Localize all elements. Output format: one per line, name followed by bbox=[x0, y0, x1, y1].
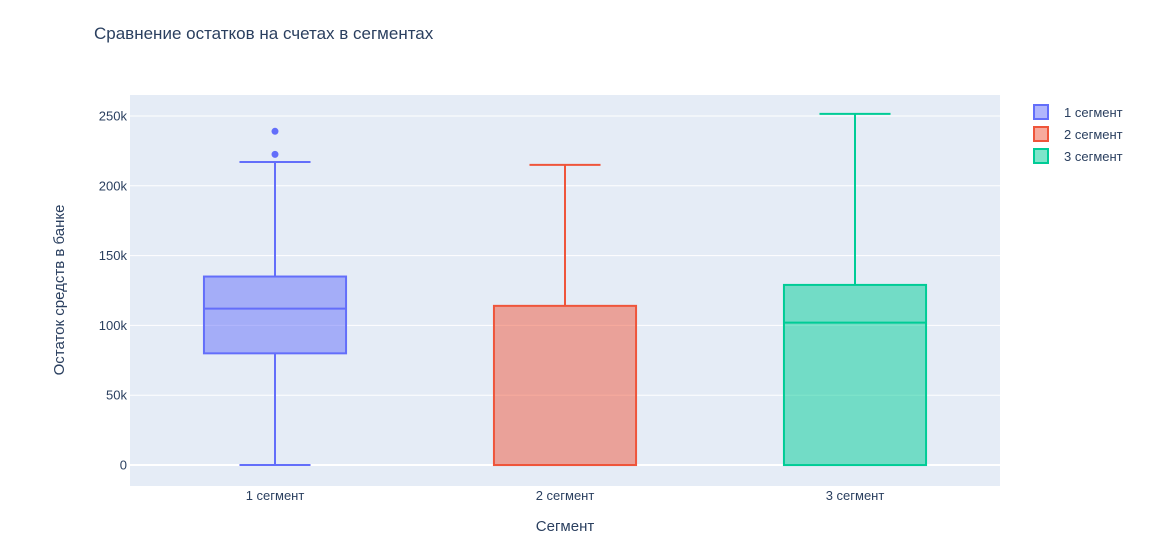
box-iqr bbox=[782, 283, 928, 467]
outlier-point bbox=[271, 150, 279, 158]
legend-swatch bbox=[1033, 104, 1049, 120]
legend-label: 3 сегмент bbox=[1064, 149, 1123, 164]
y-tick-label: 50k bbox=[106, 388, 127, 403]
legend-item-2[interactable]: 2 сегмент bbox=[1033, 126, 1123, 142]
box-iqr bbox=[202, 275, 348, 355]
y-axis-title: Остаток средств в банке bbox=[51, 205, 68, 376]
x-axis-title: Сегмент bbox=[536, 518, 595, 535]
y-tick-label: 200k bbox=[99, 178, 128, 193]
box-3 bbox=[782, 112, 928, 467]
legend-label: 2 сегмент bbox=[1064, 127, 1123, 142]
y-tick-label: 0 bbox=[120, 458, 127, 473]
outlier-point bbox=[271, 127, 279, 135]
y-tick-label: 150k bbox=[99, 248, 128, 263]
legend-label: 1 сегмент bbox=[1064, 105, 1123, 120]
legend[interactable]: 1 сегмент 2 сегмент 3 сегмент bbox=[1033, 104, 1123, 164]
legend-item-3[interactable]: 3 сегмент bbox=[1033, 148, 1123, 164]
box-2 bbox=[492, 163, 638, 467]
y-tick-labels: 0 50k 100k 150k 200k 250k bbox=[99, 108, 128, 472]
y-tick-label: 250k bbox=[99, 108, 128, 123]
legend-swatch bbox=[1033, 148, 1049, 164]
x-tick-label: 1 сегмент bbox=[246, 488, 305, 503]
legend-swatch bbox=[1033, 126, 1049, 142]
x-tick-labels: 1 сегмент 2 сегмент 3 сегмент bbox=[246, 488, 885, 503]
y-tick-label: 100k bbox=[99, 318, 128, 333]
x-tick-label: 2 сегмент bbox=[536, 488, 595, 503]
box-iqr bbox=[492, 304, 638, 467]
chart-title: Сравнение остатков на счетах в сегментах bbox=[94, 24, 434, 43]
x-tick-label: 3 сегмент bbox=[826, 488, 885, 503]
boxes bbox=[202, 112, 928, 467]
box-1 bbox=[202, 127, 348, 467]
legend-item-1[interactable]: 1 сегмент bbox=[1033, 104, 1123, 120]
